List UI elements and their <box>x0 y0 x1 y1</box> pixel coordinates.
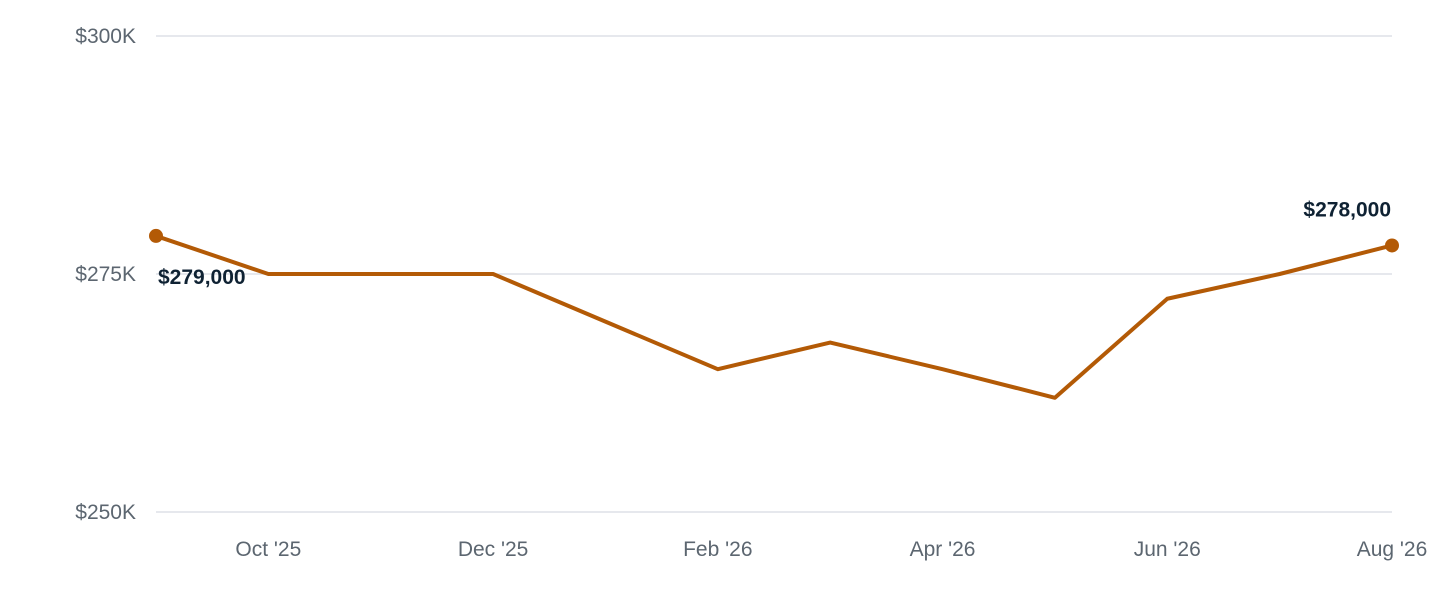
x-tick-label: Jun '26 <box>1134 538 1201 561</box>
x-axis-ticks: Oct '25 Dec '25 Feb '26 Apr '26 Jun '26 Aug '… <box>235 538 1427 561</box>
y-tick-label: $300K <box>75 25 136 48</box>
data-point-marker[interactable] <box>149 228 163 243</box>
series-layer <box>149 228 1399 400</box>
x-tick-label: Oct '25 <box>235 538 301 561</box>
x-tick-label: Aug '26 <box>1357 538 1428 561</box>
y-tick-label: $250K <box>75 501 136 524</box>
series-line <box>154 233 1394 400</box>
x-tick-label: Feb '26 <box>683 538 752 561</box>
x-tick-label: Apr '26 <box>910 538 976 561</box>
y-axis-ticks: $250K $275K $300K <box>75 25 136 524</box>
annotations: $279,000 $278,000 <box>158 198 1391 288</box>
y-tick-label: $275K <box>75 263 136 286</box>
data-label: $278,000 <box>1303 198 1391 221</box>
data-point-marker[interactable] <box>1385 238 1399 253</box>
x-tick-label: Dec '25 <box>458 538 529 561</box>
data-label: $279,000 <box>158 266 246 289</box>
